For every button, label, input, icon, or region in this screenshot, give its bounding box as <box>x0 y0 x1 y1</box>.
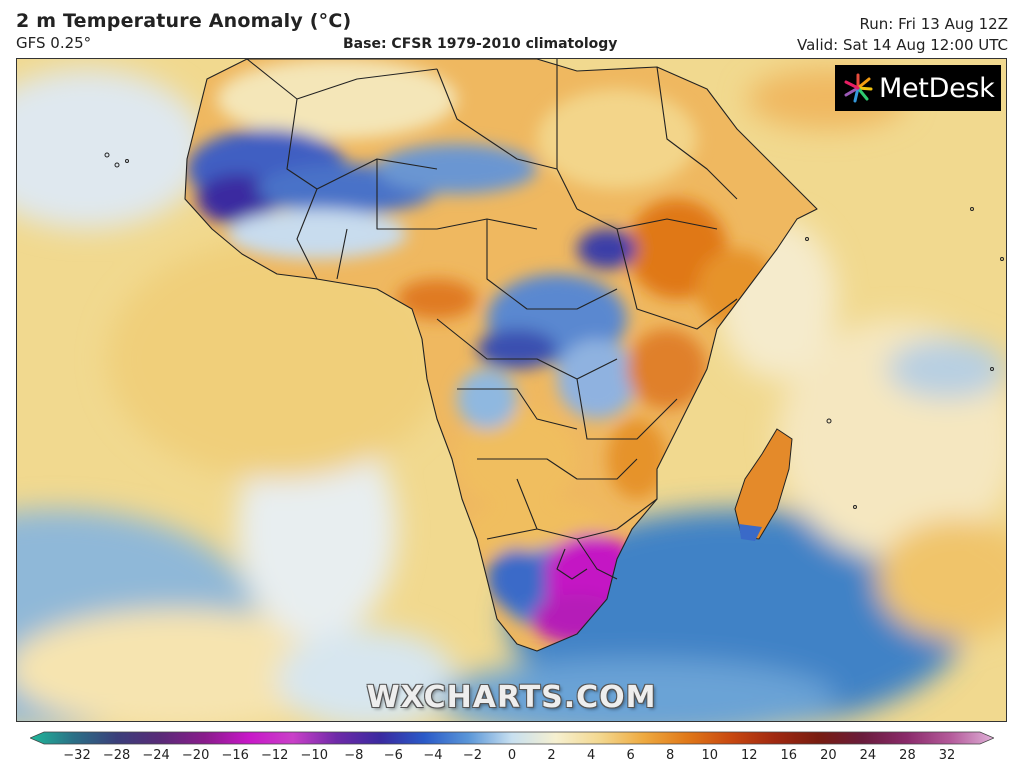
colorbar-tick-label: 10 <box>701 748 718 763</box>
colorbar-tick-label: −28 <box>102 748 131 763</box>
header-right: Run: Fri 13 Aug 12Z Valid: Sat 14 Aug 12… <box>797 14 1008 56</box>
wxcharts-watermark: WXCHARTS.COM <box>366 680 657 715</box>
colorbar-tick-label: −2 <box>462 748 483 763</box>
ocean-field <box>17 69 1006 721</box>
madagascar <box>734 428 793 541</box>
valid-label: Valid: Sat 14 Aug 12:00 UTC <box>797 36 1008 54</box>
colorbar-tick-label: 4 <box>586 748 596 763</box>
anomaly-map[interactable]: MetDesk WXCHARTS.COM <box>16 58 1007 722</box>
colorbar-tick-label: 24 <box>859 748 877 763</box>
colorbar-tick-label: 8 <box>666 748 675 763</box>
colorbar-tick-label: −16 <box>221 748 249 763</box>
colorbar-tick-label: 6 <box>626 748 635 763</box>
colorbar-tick-label: −8 <box>344 748 364 763</box>
base-label: Base: CFSR 1979-2010 climatology <box>343 36 618 52</box>
colorbar-ticks: −32 −28 −24 −20 −16 −12 −10 −8 −6 −4 −2 0 2 4 6 8 10 12 16… <box>30 748 994 768</box>
colorbar-gradient <box>28 731 996 745</box>
colorbar-tick-label: −12 <box>261 748 289 763</box>
colorbar-bar <box>28 731 996 745</box>
colorbar-tick-label: 0 <box>507 748 517 763</box>
metdesk-logo-icon <box>844 73 873 103</box>
metdesk-logo-text: MetDesk <box>879 72 995 104</box>
metdesk-logo: MetDesk <box>835 65 1001 111</box>
colorbar-tick-label: −10 <box>300 748 328 763</box>
colorbar-tick-label: −20 <box>181 748 210 763</box>
colorbar-tick-label: 2 <box>547 748 556 763</box>
islands <box>104 152 1004 509</box>
country-borders <box>184 59 818 652</box>
model-label: GFS 0.25° <box>16 34 92 52</box>
colorbar-tick-label: 32 <box>938 748 956 763</box>
map-canvas <box>17 59 1006 721</box>
colorbar-tick-label: 28 <box>899 748 916 763</box>
colorbar-tick-label: −32 <box>63 748 91 763</box>
colorbar: −32 −28 −24 −20 −16 −12 −10 −8 −6 −4 −2 0 2 4 6 8 10 12 16… <box>28 730 996 780</box>
run-label: Run: Fri 13 Aug 12Z <box>859 15 1009 33</box>
colorbar-tick-label: 16 <box>780 748 798 763</box>
colorbar-tick-label: −6 <box>383 748 403 763</box>
colorbar-tick-label: 20 <box>820 748 837 763</box>
map-title: 2 m Temperature Anomaly (°C) <box>16 10 352 32</box>
colorbar-tick-label: 12 <box>740 748 758 763</box>
colorbar-tick-label: −24 <box>142 748 170 763</box>
colorbar-tick-label: −4 <box>423 748 443 763</box>
header-left: 2 m Temperature Anomaly (°C) GFS 0.25° <box>16 10 351 52</box>
